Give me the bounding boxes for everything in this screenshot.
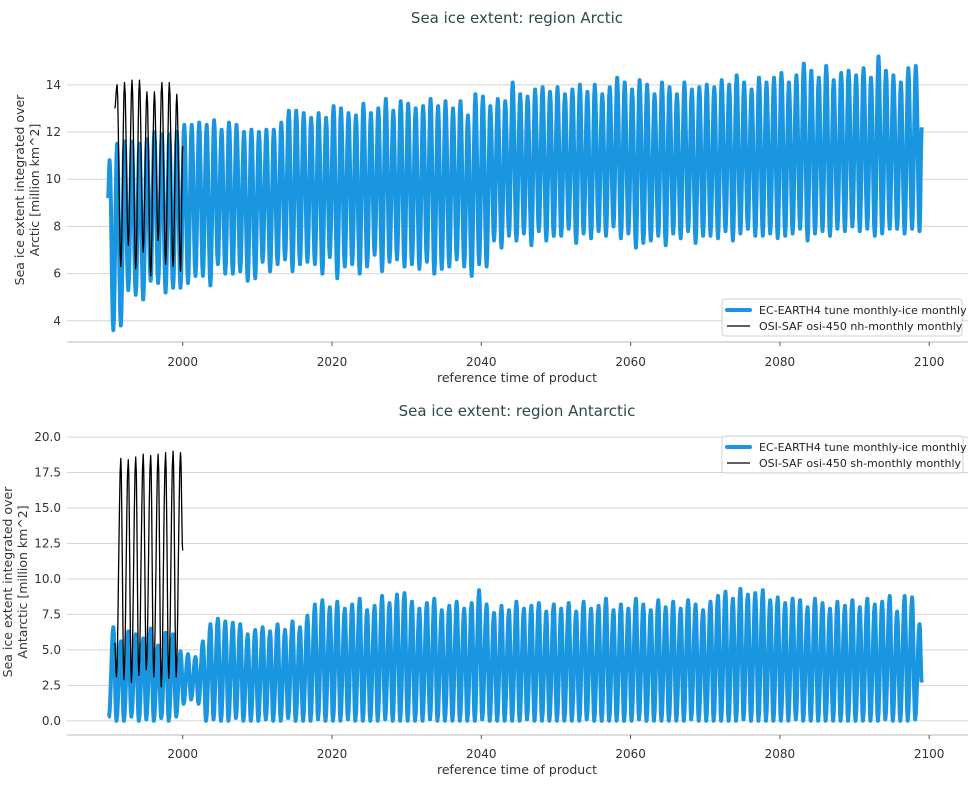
antarctic-y-tick-label: 20.0 [34,430,61,444]
arctic-y-tick-label: 12 [46,125,61,139]
arctic-x-tick-label: 2040 [466,355,497,369]
arctic-osi-saf-series-line [114,79,184,277]
antarctic-y-tick-label: 10.0 [34,572,61,586]
arctic-panel: Sea ice extent: region Arctic reference … [12,9,968,385]
arctic-y-tick-label: 6 [53,267,61,281]
antarctic-y-tick-label: 17.5 [34,466,61,480]
arctic-y-tick-label: 10 [46,172,61,186]
arctic-x-tick-label: 2000 [167,355,198,369]
arctic-y-axis-label-line1: Sea ice extent integrated over [12,94,27,285]
antarctic-y-tick-label: 12.5 [34,536,61,550]
arctic-x-tick-label: 2020 [317,355,348,369]
antarctic-x-tick-label: 2000 [167,747,198,761]
antarctic-y-tick-label: 2.5 [42,678,61,692]
antarctic-x-tick-label: 2080 [765,747,796,761]
antarctic-y-axis-label-line2: Antarctic [million km^2] [15,505,30,658]
antarctic-legend-label: EC-EARTH4 tune monthly-ice monthly [759,441,967,454]
arctic-chart-title: Sea ice extent: region Arctic [411,9,623,27]
arctic-y-tick-label: 4 [53,314,61,328]
arctic-legend: EC-EARTH4 tune monthly-ice monthly OSI-SA… [721,298,967,337]
antarctic-ec-earth4-series-line [106,586,924,723]
antarctic-x-tick-label: 2040 [466,747,497,761]
arctic-x-tick-label: 2100 [914,355,945,369]
antarctic-y-axis-label-line1: Sea ice extent integrated over [0,486,15,677]
arctic-x-tick-label: 2080 [765,355,796,369]
arctic-legend-label: EC-EARTH4 tune monthly-ice monthly [759,304,967,317]
antarctic-legend-box [721,435,964,474]
antarctic-legend-label: OSI-SAF osi-450 sh-monthly monthly [759,457,962,470]
antarctic-x-tick-label: 2100 [914,747,945,761]
antarctic-x-tick-label: 2060 [615,747,646,761]
antarctic-chart-title: Sea ice extent: region Antarctic [399,402,636,420]
arctic-legend-box [721,298,963,337]
arctic-x-axis-label: reference time of product [437,370,597,385]
arctic-y-tick-label: 8 [53,219,61,233]
antarctic-x-tick-label: 2020 [317,747,348,761]
antarctic-y-tick-label: 15.0 [34,501,61,515]
antarctic-y-tick-label: 7.5 [42,607,61,621]
arctic-x-tick-label: 2060 [615,355,646,369]
arctic-y-tick-label: 14 [46,78,61,92]
arctic-y-axis-label-line2: Arctic [million km^2] [27,124,42,257]
antarctic-legend: EC-EARTH4 tune monthly-ice monthly OSI-SA… [721,435,967,474]
arctic-ec-earth4-series-line [106,54,924,333]
antarctic-y-tick-label: 0.0 [42,714,61,728]
antarctic-y-tick-label: 5.0 [42,643,61,657]
antarctic-x-axis-label: reference time of product [437,762,597,777]
antarctic-panel: Sea ice extent: region Antarctic referen… [0,402,968,777]
antarctic-osi-saf-series-line [114,450,184,688]
arctic-legend-label: OSI-SAF osi-450 nh-monthly monthly [759,320,963,333]
